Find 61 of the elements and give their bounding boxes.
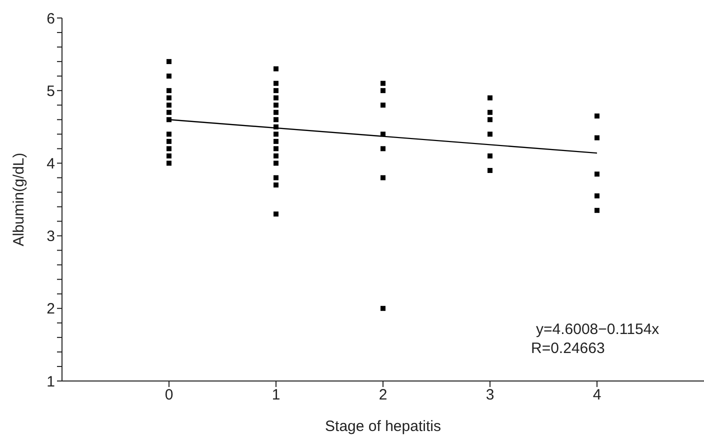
point: [488, 132, 492, 137]
point: [594, 114, 600, 119]
point: [274, 124, 278, 130]
x-tick-label: 2: [378, 386, 388, 404]
annotation: R=0.24663: [531, 339, 606, 358]
x-axis-title: Stage of hepatitis: [325, 418, 441, 435]
point: [274, 102, 278, 108]
point: [488, 95, 492, 100]
point: [594, 208, 600, 213]
point: [166, 132, 172, 137]
point: [166, 74, 172, 79]
x-tick-label: 4: [592, 386, 602, 404]
point: [274, 138, 278, 144]
point: [166, 59, 172, 64]
point: [274, 66, 278, 72]
point: [274, 88, 278, 94]
point: [488, 168, 492, 173]
point: [166, 110, 172, 115]
point: [380, 102, 386, 108]
point: [594, 193, 600, 198]
point: [488, 153, 492, 158]
point: [488, 110, 492, 115]
point: [274, 132, 278, 137]
x-tick-label: 3: [486, 386, 494, 404]
point: [166, 153, 172, 158]
point: [274, 212, 278, 217]
point: [380, 132, 386, 137]
x-tick-label: 1: [272, 386, 280, 404]
point: [488, 117, 492, 122]
point: [166, 117, 172, 122]
annotation: y=4.6008−0.1154x: [536, 320, 660, 339]
point: [380, 88, 386, 94]
point: [274, 182, 278, 188]
point: [380, 146, 386, 152]
point: [594, 172, 600, 177]
point: [274, 146, 278, 152]
y-tick-label: 6: [46, 10, 55, 28]
point: [274, 80, 278, 86]
point: [274, 153, 278, 158]
point: [594, 135, 600, 140]
point: [274, 110, 278, 115]
y-tick-label: 5: [46, 82, 55, 100]
y-axis-title: Albumin(g/dL): [10, 152, 28, 246]
point: [274, 95, 278, 100]
point: [380, 306, 386, 311]
y-tick-label: 1: [46, 373, 55, 390]
y-tick-label: 4: [46, 156, 55, 173]
point: [166, 160, 172, 166]
y-tick-label: 2: [46, 300, 55, 318]
y-tick-label: 3: [46, 228, 55, 246]
point: [380, 175, 386, 180]
point: [380, 80, 386, 86]
point: [274, 117, 278, 122]
x-tick-label: 0: [164, 386, 174, 404]
point: [166, 95, 172, 100]
point: [166, 138, 172, 144]
point: [166, 102, 172, 108]
point: [274, 160, 278, 166]
point: [274, 175, 278, 180]
point: [166, 88, 172, 94]
point: [166, 146, 172, 152]
